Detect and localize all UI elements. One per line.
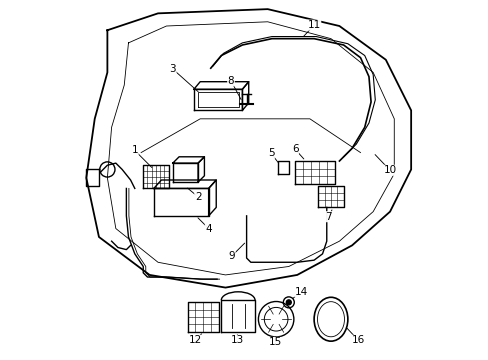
Text: 11: 11 [307,20,320,30]
Text: 14: 14 [294,287,307,297]
Text: 6: 6 [291,144,298,154]
Text: 5: 5 [267,148,274,158]
Text: 2: 2 [194,192,201,202]
Text: 9: 9 [228,251,235,261]
Text: 3: 3 [169,64,176,74]
Text: 8: 8 [227,76,234,86]
Circle shape [286,300,291,305]
Text: 4: 4 [205,224,211,234]
Text: 15: 15 [268,337,282,347]
Text: 7: 7 [325,212,331,222]
Text: 12: 12 [188,335,202,345]
Text: 16: 16 [351,335,364,345]
Text: 13: 13 [230,335,244,345]
Text: 10: 10 [383,165,396,175]
Text: 1: 1 [131,145,138,156]
